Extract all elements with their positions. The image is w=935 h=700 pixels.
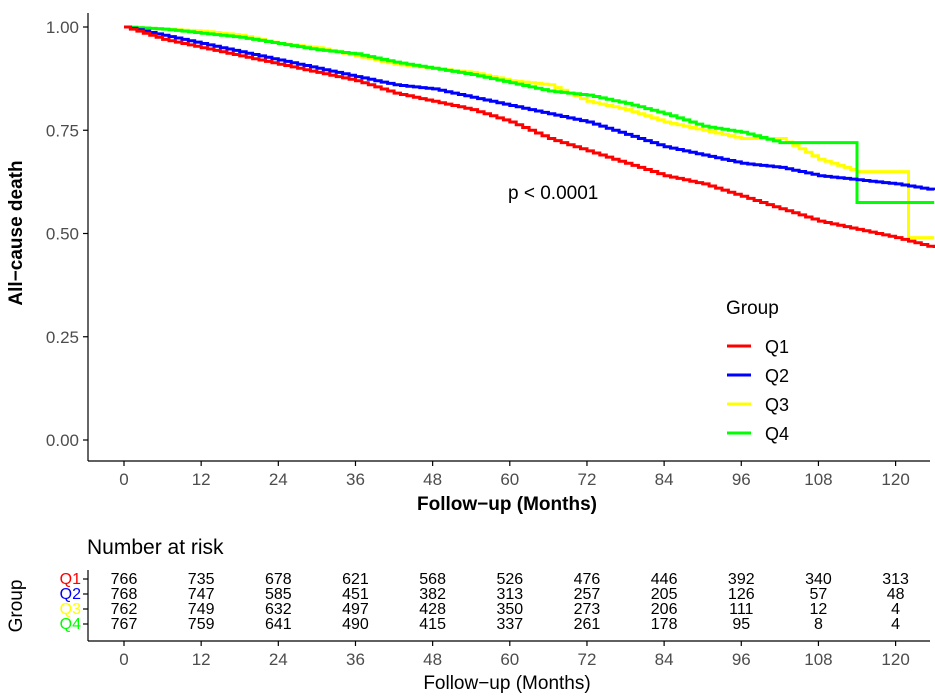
x-tick-label: 72 xyxy=(577,470,596,489)
survival-curves xyxy=(124,25,935,248)
risk-x-tick-label: 60 xyxy=(500,650,519,669)
survival-plot: 0.00 0.25 0.50 0.75 1.00 0 12 24 36 48 60 72 84 96 10… xyxy=(6,13,935,515)
y-tick-label: 0.25 xyxy=(46,328,79,347)
risk-cell: 57 xyxy=(810,586,828,603)
risk-cell: 497 xyxy=(342,601,369,618)
x-tick-label: 60 xyxy=(500,470,519,489)
x-tick-label: 24 xyxy=(269,470,288,489)
risk-cell: 749 xyxy=(188,601,215,618)
x-tick-label: 96 xyxy=(732,470,751,489)
x-tick-label: 12 xyxy=(192,470,211,489)
risk-group-label-q3: Q3 xyxy=(60,601,81,618)
risk-cell: 768 xyxy=(111,586,138,603)
x-axis: 0 12 24 36 48 60 72 84 96 108 120 xyxy=(119,461,910,489)
p-value-annotation: p < 0.0001 xyxy=(508,183,598,204)
legend-label-q1: Q1 xyxy=(765,337,789,357)
risk-cell: 205 xyxy=(651,586,678,603)
risk-cell: 451 xyxy=(342,586,369,603)
risk-cell: 526 xyxy=(496,571,523,588)
risk-x-tick-label: 120 xyxy=(881,650,909,669)
risk-cell: 4 xyxy=(891,601,900,618)
risk-cell: 766 xyxy=(111,571,138,588)
risk-cell: 735 xyxy=(188,571,215,588)
legend-label-q4: Q4 xyxy=(765,424,789,444)
risk-cell: 585 xyxy=(265,586,292,603)
risk-x-tick-label: 24 xyxy=(269,650,288,669)
risk-x-tick-label: 36 xyxy=(346,650,365,669)
risk-cell: 415 xyxy=(419,616,446,633)
y-tick-label: 1.00 xyxy=(46,18,79,37)
risk-cell: 178 xyxy=(651,616,678,633)
curve-q2 xyxy=(124,25,935,191)
risk-cell: 568 xyxy=(419,571,446,588)
y-tick-label: 0.50 xyxy=(46,225,79,244)
x-axis-title: Follow−up (Months) xyxy=(417,494,597,515)
legend-title: Group xyxy=(726,298,779,319)
risk-x-tick-label: 96 xyxy=(732,650,751,669)
risk-cell: 261 xyxy=(574,616,601,633)
y-tick-label: 0.00 xyxy=(46,431,79,450)
risk-cell: 476 xyxy=(574,571,601,588)
risk-cell: 382 xyxy=(419,586,446,603)
risk-x-tick-label: 48 xyxy=(423,650,442,669)
risk-cell: 313 xyxy=(882,571,909,588)
risk-cell: 767 xyxy=(111,616,138,633)
risk-cell: 350 xyxy=(496,601,523,618)
risk-cell: 4 xyxy=(891,616,900,633)
risk-cell: 313 xyxy=(496,586,523,603)
x-tick-label: 48 xyxy=(423,470,442,489)
risk-x-axis: 0 12 24 36 48 60 72 84 96 108 120 xyxy=(119,641,910,669)
risk-cell: 337 xyxy=(496,616,523,633)
risk-group-label-q2: Q2 xyxy=(60,586,81,603)
risk-group-label-q1: Q1 xyxy=(60,571,81,588)
risk-table-title: Number at risk xyxy=(87,536,224,559)
risk-cell: 428 xyxy=(419,601,446,618)
x-tick-label: 36 xyxy=(346,470,365,489)
risk-x-tick-label: 0 xyxy=(119,650,128,669)
risk-x-tick-label: 72 xyxy=(577,650,596,669)
risk-rows: Q1 766 735 678 621 568 526 476 446 392 340 313 Q2 768… xyxy=(60,571,909,633)
x-tick-label: 108 xyxy=(804,470,832,489)
risk-cell: 340 xyxy=(805,571,832,588)
x-tick-label: 84 xyxy=(655,470,674,489)
risk-cell: 273 xyxy=(574,601,601,618)
x-tick-label: 0 xyxy=(119,470,128,489)
risk-x-tick-label: 12 xyxy=(192,650,211,669)
risk-x-axis-title: Follow−up (Months) xyxy=(423,673,590,694)
y-tick-label: 0.75 xyxy=(46,121,79,140)
risk-group-label-q4: Q4 xyxy=(60,616,81,633)
y-axis: 0.00 0.25 0.50 0.75 1.00 xyxy=(46,18,88,450)
risk-cell: 206 xyxy=(651,601,678,618)
risk-cell: 446 xyxy=(651,571,678,588)
risk-cell: 747 xyxy=(188,586,215,603)
risk-cell: 490 xyxy=(342,616,369,633)
risk-x-tick-label: 108 xyxy=(804,650,832,669)
risk-table-y-label: Group xyxy=(6,580,27,633)
curve-q4 xyxy=(124,25,935,204)
risk-cell: 48 xyxy=(887,586,905,603)
risk-cell: 392 xyxy=(728,571,755,588)
risk-cell: 257 xyxy=(574,586,601,603)
risk-cell: 126 xyxy=(728,586,755,603)
legend: Group Q1 Q2 Q3 Q4 xyxy=(726,298,789,444)
risk-cell: 759 xyxy=(188,616,215,633)
risk-cell: 621 xyxy=(342,571,369,588)
risk-table: Number at risk Group Q1 766 735 678 621 568 52… xyxy=(6,536,930,694)
risk-cell: 762 xyxy=(111,601,138,618)
risk-cell: 12 xyxy=(810,601,828,618)
legend-label-q3: Q3 xyxy=(765,395,789,415)
y-axis-title: All−cause death xyxy=(6,160,27,305)
risk-cell: 95 xyxy=(732,616,750,633)
risk-x-tick-label: 84 xyxy=(655,650,674,669)
risk-cell: 678 xyxy=(265,571,292,588)
risk-cell: 632 xyxy=(265,601,292,618)
risk-cell: 111 xyxy=(729,601,753,618)
x-tick-label: 120 xyxy=(881,470,909,489)
legend-label-q2: Q2 xyxy=(765,366,789,386)
curve-q1 xyxy=(124,25,935,248)
risk-cell: 8 xyxy=(814,616,823,633)
risk-cell: 641 xyxy=(265,616,292,633)
